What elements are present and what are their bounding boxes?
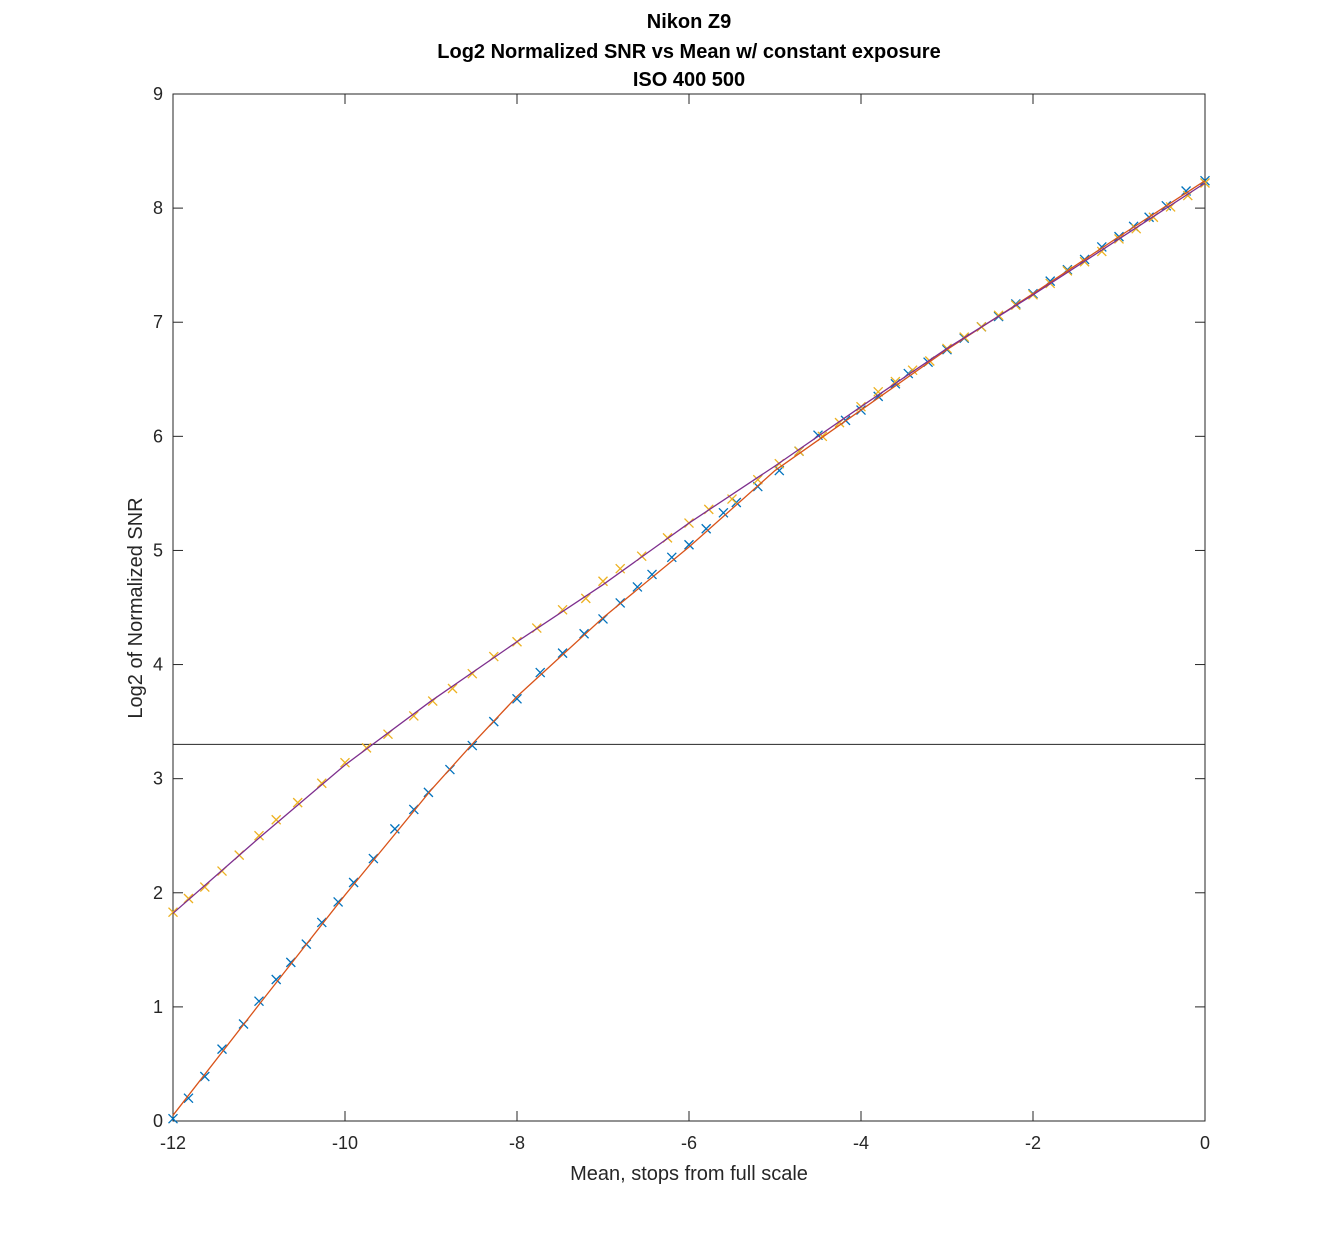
data-point — [168, 907, 178, 918]
data-point — [368, 853, 379, 864]
x-tick-label: 0 — [1200, 1133, 1210, 1153]
data-point — [408, 710, 419, 721]
y-axis-label: Log2 of Normalized SNR — [125, 497, 147, 718]
data-point — [340, 757, 350, 768]
data-point — [666, 552, 677, 563]
data-point — [316, 917, 327, 928]
data-point — [447, 683, 458, 694]
data-point — [271, 974, 282, 985]
y-tick-label: 6 — [153, 426, 163, 446]
fit-line — [172, 182, 1206, 914]
y-tick-label: 7 — [153, 312, 163, 332]
y-tick-label: 2 — [153, 883, 163, 903]
data-point — [632, 582, 643, 592]
x-tick-label: -6 — [681, 1133, 697, 1153]
data-point — [183, 1093, 194, 1104]
x-tick-label: -8 — [509, 1133, 525, 1153]
chart-subtitle: ISO 400 500 — [633, 69, 745, 91]
data-point — [333, 896, 344, 907]
y-tick-label: 1 — [153, 997, 163, 1017]
chart-subtitle: Log2 Normalized SNR vs Mean w/ constant … — [437, 41, 940, 63]
data-point — [684, 539, 694, 550]
data-point — [199, 1071, 210, 1082]
x-tick-label: -2 — [1025, 1133, 1041, 1153]
data-point — [794, 446, 805, 457]
data-point — [316, 778, 327, 789]
data-point — [557, 648, 568, 659]
data-point — [579, 628, 590, 639]
data-point — [598, 576, 608, 587]
data-point — [647, 569, 657, 580]
data-point — [217, 1044, 227, 1055]
data-point — [535, 667, 546, 678]
data-point — [389, 823, 400, 834]
data-point — [271, 814, 282, 825]
data-point — [254, 830, 264, 841]
x-tick-label: -4 — [853, 1133, 869, 1153]
data-point — [199, 882, 210, 893]
data-point — [168, 1113, 178, 1124]
data-point — [254, 996, 264, 1007]
data-point — [718, 507, 729, 518]
data-point — [1200, 175, 1210, 186]
data-point — [467, 740, 478, 751]
data-point — [615, 563, 626, 574]
data-point — [183, 893, 194, 904]
data-point — [292, 797, 303, 808]
x-tick-label: -12 — [160, 1133, 186, 1153]
data-point — [580, 593, 591, 604]
data-point — [512, 693, 522, 704]
y-tick-label: 0 — [153, 1111, 163, 1131]
data-point — [701, 523, 712, 534]
x-tick-label: -10 — [332, 1133, 358, 1153]
y-tick-label: 5 — [153, 540, 163, 560]
chart-title: Nikon Z9 — [647, 11, 731, 33]
y-tick-label: 9 — [153, 84, 163, 104]
y-tick-label: 3 — [153, 769, 163, 789]
x-axis-label: Mean, stops from full scale — [570, 1163, 808, 1185]
data-point — [873, 386, 884, 397]
y-tick-label: 8 — [153, 198, 163, 218]
data-point — [348, 877, 359, 888]
y-tick-label: 4 — [153, 655, 163, 675]
